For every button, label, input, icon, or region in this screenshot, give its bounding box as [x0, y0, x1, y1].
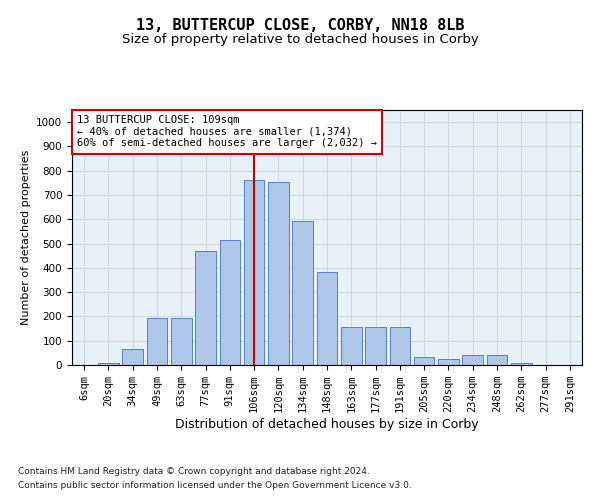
Text: Contains HM Land Registry data © Crown copyright and database right 2024.: Contains HM Land Registry data © Crown c…: [18, 467, 370, 476]
Bar: [365, 328, 386, 365]
Text: Contains public sector information licensed under the Open Government Licence v3: Contains public sector information licen…: [18, 481, 412, 490]
Bar: [317, 272, 337, 365]
Bar: [487, 356, 508, 365]
Text: 13 BUTTERCUP CLOSE: 109sqm
← 40% of detached houses are smaller (1,374)
60% of s: 13 BUTTERCUP CLOSE: 109sqm ← 40% of deta…: [77, 115, 377, 148]
Bar: [463, 356, 483, 365]
Bar: [244, 180, 265, 365]
X-axis label: Distribution of detached houses by size in Corby: Distribution of detached houses by size …: [175, 418, 479, 431]
Bar: [171, 318, 191, 365]
Bar: [438, 359, 459, 365]
Bar: [511, 362, 532, 365]
Bar: [341, 328, 362, 365]
Bar: [122, 349, 143, 365]
Bar: [146, 318, 167, 365]
Bar: [389, 328, 410, 365]
Bar: [220, 240, 240, 365]
Bar: [414, 356, 434, 365]
Text: Size of property relative to detached houses in Corby: Size of property relative to detached ho…: [122, 32, 478, 46]
Y-axis label: Number of detached properties: Number of detached properties: [20, 150, 31, 325]
Bar: [292, 220, 313, 365]
Bar: [268, 182, 289, 365]
Text: 13, BUTTERCUP CLOSE, CORBY, NN18 8LB: 13, BUTTERCUP CLOSE, CORBY, NN18 8LB: [136, 18, 464, 32]
Bar: [98, 362, 119, 365]
Bar: [195, 251, 216, 365]
